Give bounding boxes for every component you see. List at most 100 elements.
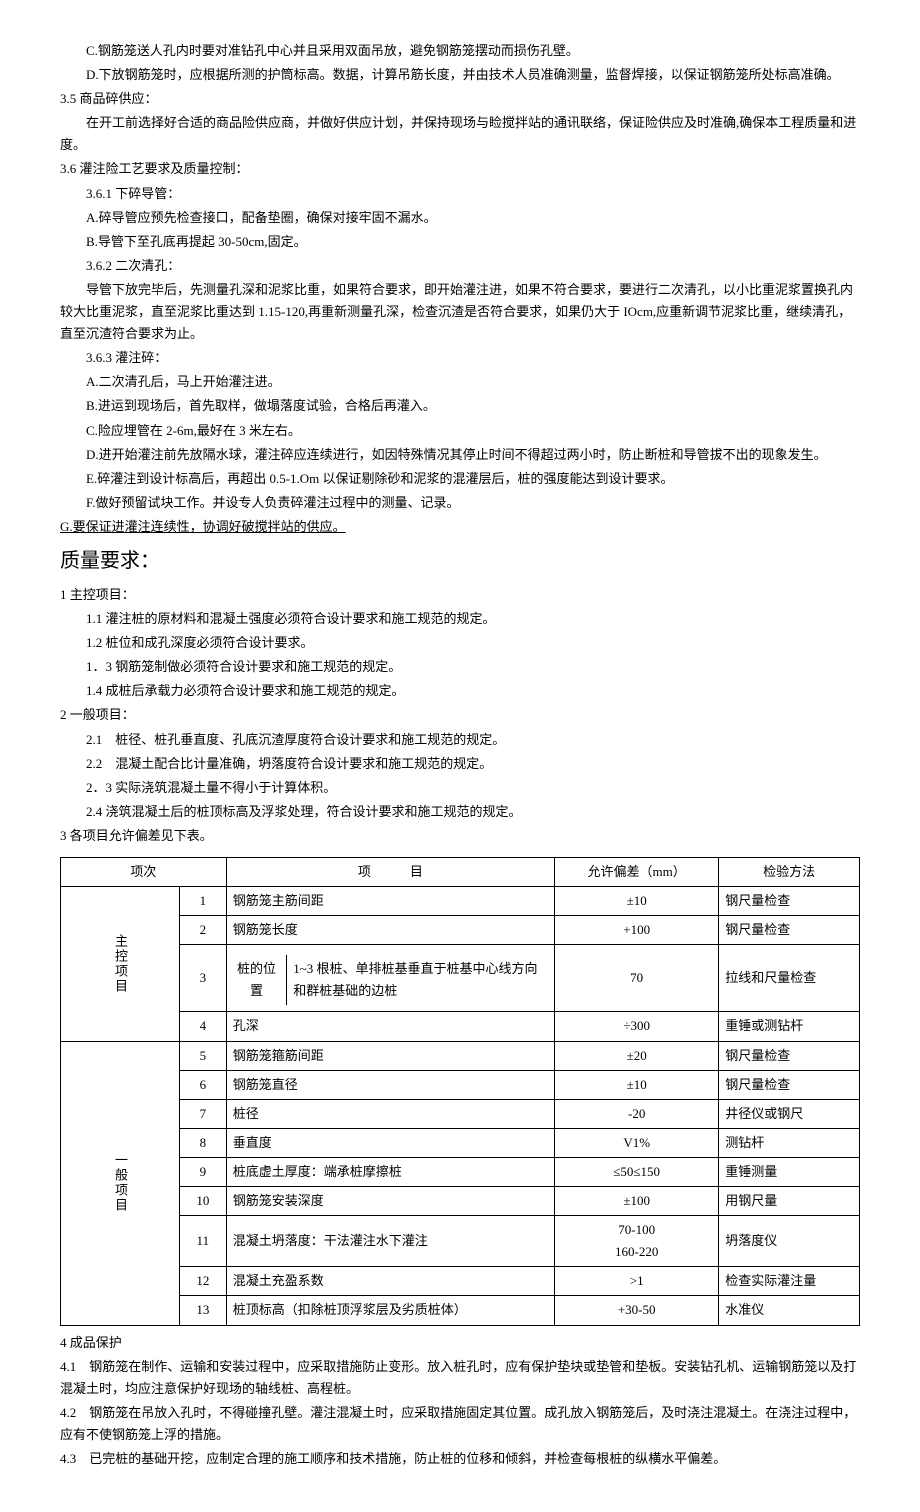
quality-1-1: 1.1 灌注桩的原材料和混凝土强度必须符合设计要求和施工规范的规定。 (60, 608, 860, 630)
cell-num: 13 (179, 1296, 226, 1325)
cell-method: 重锤测量 (719, 1157, 860, 1186)
table-row: 9 桩底虚土厚度：端承桩摩擦桩 ≤50≤150 重锤测量 (61, 1157, 860, 1186)
cell-method: 重锤或测钻杆 (719, 1012, 860, 1041)
table-row: 3 桩的位置 1~3 根桩、单排桩基垂直于桩基中心线方向和群桩基础的边桩 70 … (61, 945, 860, 1012)
quality-2-1: 2.1 桩径、桩孔垂直度、孔底沉渣厚度符合设计要求和施工规范的规定。 (60, 729, 860, 751)
cell-tol: 70-100 160-220 (555, 1216, 719, 1267)
table-row: 2 钢筋笼长度 +100 钢尺量检查 (61, 916, 860, 945)
cell-method: 钢尺量检查 (719, 1041, 860, 1070)
quality-2: 2 一般项目： (60, 704, 860, 726)
section-3-6-2: 3.6.2 二次清孔： (60, 255, 860, 277)
section-3-6-1-a: A.碎导管应预先检查接口，配备垫圈，确保对接牢固不漏水。 (60, 207, 860, 229)
quality-1-3: 1．3 钢筋笼制做必须符合设计要求和施工规范的规定。 (60, 656, 860, 678)
cell-method: 测钻杆 (719, 1128, 860, 1157)
table-row: 7 桩径 -20 井径仪或钢尺 (61, 1099, 860, 1128)
section-3-6-3-f: F.做好预留试块工作。并设专人负责碎灌注过程中的测量、记录。 (60, 492, 860, 514)
section-4-title: 4 成品保护 (60, 1332, 860, 1354)
cell-item: 孔深 (226, 1012, 554, 1041)
cell-num: 12 (179, 1267, 226, 1296)
quality-1: 1 主控项目： (60, 584, 860, 606)
table-row: 6 钢筋笼直径 ±10 钢尺量检查 (61, 1070, 860, 1099)
quality-1-2: 1.2 桩位和成孔深度必须符合设计要求。 (60, 632, 860, 654)
cell-tol: ±10 (555, 887, 719, 916)
cell-item: 钢筋笼箍筋间距 (226, 1041, 554, 1070)
cell-num: 10 (179, 1187, 226, 1216)
th-tol: 允许偏差（mm） (555, 858, 719, 887)
cell-tol: >1 (555, 1267, 719, 1296)
cell-num: 11 (179, 1216, 226, 1267)
section-4-3: 4.3 已完桩的基础开挖，应制定合理的施工顺序和技术措施，防止桩的位移和倾斜，并… (60, 1448, 860, 1470)
cell-tol: V1% (555, 1128, 719, 1157)
th-seq: 项次 (61, 858, 227, 887)
cell-tol: ÷300 (555, 1012, 719, 1041)
cell-tol: +100 (555, 916, 719, 945)
intro-c: C.钢筋笼送人孔内时要对准钻孔中心并且采用双面吊放，避免钢筋笼摆动而损伤孔壁。 (60, 40, 860, 62)
section-3-6-1-b: B.导管下至孔底再提起 30-50cm,固定。 (60, 231, 860, 253)
cell-item: 混凝土充盈系数 (226, 1267, 554, 1296)
group-main: 主控项目 (61, 887, 180, 1041)
table-row: 4 孔深 ÷300 重锤或测钻杆 (61, 1012, 860, 1041)
cell-item-nested: 桩的位置 1~3 根桩、单排桩基垂直于桩基中心线方向和群桩基础的边桩 (226, 945, 554, 1012)
table-row: 主控项目 1 钢筋笼主筋间距 ±10 钢尺量检查 (61, 887, 860, 916)
cell-method: 钢尺量检查 (719, 916, 860, 945)
cell-method: 坍落度仪 (719, 1216, 860, 1267)
cell-item-desc: 1~3 根桩、单排桩基垂直于桩基中心线方向和群桩基础的边桩 (287, 955, 554, 1005)
section-4-2: 4.2 钢筋笼在吊放入孔时，不得碰撞孔壁。灌注混凝土时，应采取措施固定其位置。成… (60, 1402, 860, 1446)
cell-num: 7 (179, 1099, 226, 1128)
cell-num: 6 (179, 1070, 226, 1099)
cell-item-label: 桩的位置 (227, 955, 287, 1005)
cell-item: 钢筋笼安装深度 (226, 1187, 554, 1216)
cell-num: 4 (179, 1012, 226, 1041)
cell-num: 8 (179, 1128, 226, 1157)
cell-tol: ≤50≤150 (555, 1157, 719, 1186)
cell-item: 桩底虚土厚度：端承桩摩擦桩 (226, 1157, 554, 1186)
group-general: 一般项目 (61, 1041, 180, 1325)
section-3-6-3-b: B.进运到现场后，首先取样，做塌落度试验，合格后再灌入。 (60, 395, 860, 417)
cell-method: 检查实际灌注量 (719, 1267, 860, 1296)
section-3-6-3: 3.6.3 灌注碎： (60, 347, 860, 369)
cell-item: 桩顶标高（扣除桩顶浮浆层及劣质桩体） (226, 1296, 554, 1325)
intro-d: D.下放钢筋笼时，应根据所测的护筒标高。数据，计算吊筋长度，并由技术人员准确测量… (60, 64, 860, 86)
cell-method: 钢尺量检查 (719, 1070, 860, 1099)
cell-tol: ±20 (555, 1041, 719, 1070)
cell-tol: ±100 (555, 1187, 719, 1216)
table-row: 10 钢筋笼安装深度 ±100 用钢尺量 (61, 1187, 860, 1216)
section-3-6-3-g: G.要保证进灌注连续性，协调好破搅拌站的供应。 (60, 516, 860, 538)
cell-num: 1 (179, 887, 226, 916)
section-3-6-1: 3.6.1 下碎导管： (60, 183, 860, 205)
quality-title: 质量要求： (60, 544, 860, 578)
th-method: 检验方法 (719, 858, 860, 887)
cell-item: 混凝土坍落度：干法灌注水下灌注 (226, 1216, 554, 1267)
cell-method: 用钢尺量 (719, 1187, 860, 1216)
quality-2-2: 2.2 混凝土配合比计量准确，坍落度符合设计要求和施工规范的规定。 (60, 753, 860, 775)
cell-method: 水准仪 (719, 1296, 860, 1325)
table-row: 11 混凝土坍落度：干法灌注水下灌注 70-100 160-220 坍落度仪 (61, 1216, 860, 1267)
cell-num: 5 (179, 1041, 226, 1070)
tolerance-table: 项次 项 目 允许偏差（mm） 检验方法 主控项目 1 钢筋笼主筋间距 ±10 … (60, 857, 860, 1326)
cell-item: 垂直度 (226, 1128, 554, 1157)
cell-num: 3 (179, 945, 226, 1012)
th-item: 项 目 (226, 858, 554, 887)
cell-tol: 70 (555, 945, 719, 1012)
section-3-6-3-e: E.碎灌注到设计标高后，再超出 0.5-1.Om 以保证剔除砂和泥浆的混灌层后，… (60, 468, 860, 490)
section-3-5-title: 3.5 商品碎供应： (60, 88, 860, 110)
table-row: 一般项目 5 钢筋笼箍筋间距 ±20 钢尺量检查 (61, 1041, 860, 1070)
section-3-5-body: 在开工前选择好合适的商品险供应商，并做好供应计划，并保持现场与睑搅拌站的通讯联络… (60, 112, 860, 156)
cell-num: 2 (179, 916, 226, 945)
cell-item: 钢筋笼直径 (226, 1070, 554, 1099)
section-3-6-3-c: C.险应埋管在 2-6m,最好在 3 米左右。 (60, 420, 860, 442)
quality-3: 3 各项目允许偏差见下表。 (60, 825, 860, 847)
cell-num: 9 (179, 1157, 226, 1186)
cell-tol: +30-50 (555, 1296, 719, 1325)
cell-item: 桩径 (226, 1099, 554, 1128)
section-3-6-2-body: 导管下放完毕后，先测量孔深和泥浆比重，如果符合要求，即开始灌注进，如果不符合要求… (60, 279, 860, 345)
cell-tol: -20 (555, 1099, 719, 1128)
cell-item: 钢筋笼主筋间距 (226, 887, 554, 916)
cell-method: 井径仪或钢尺 (719, 1099, 860, 1128)
table-row: 12 混凝土充盈系数 >1 检查实际灌注量 (61, 1267, 860, 1296)
table-row: 8 垂直度 V1% 测钻杆 (61, 1128, 860, 1157)
cell-tol: ±10 (555, 1070, 719, 1099)
section-3-6-3-d: D.进开始灌注前先放隔水球，灌注碎应连续进行，如因特殊情况其停止时间不得超过两小… (60, 444, 860, 466)
table-header-row: 项次 项 目 允许偏差（mm） 检验方法 (61, 858, 860, 887)
cell-item: 钢筋笼长度 (226, 916, 554, 945)
